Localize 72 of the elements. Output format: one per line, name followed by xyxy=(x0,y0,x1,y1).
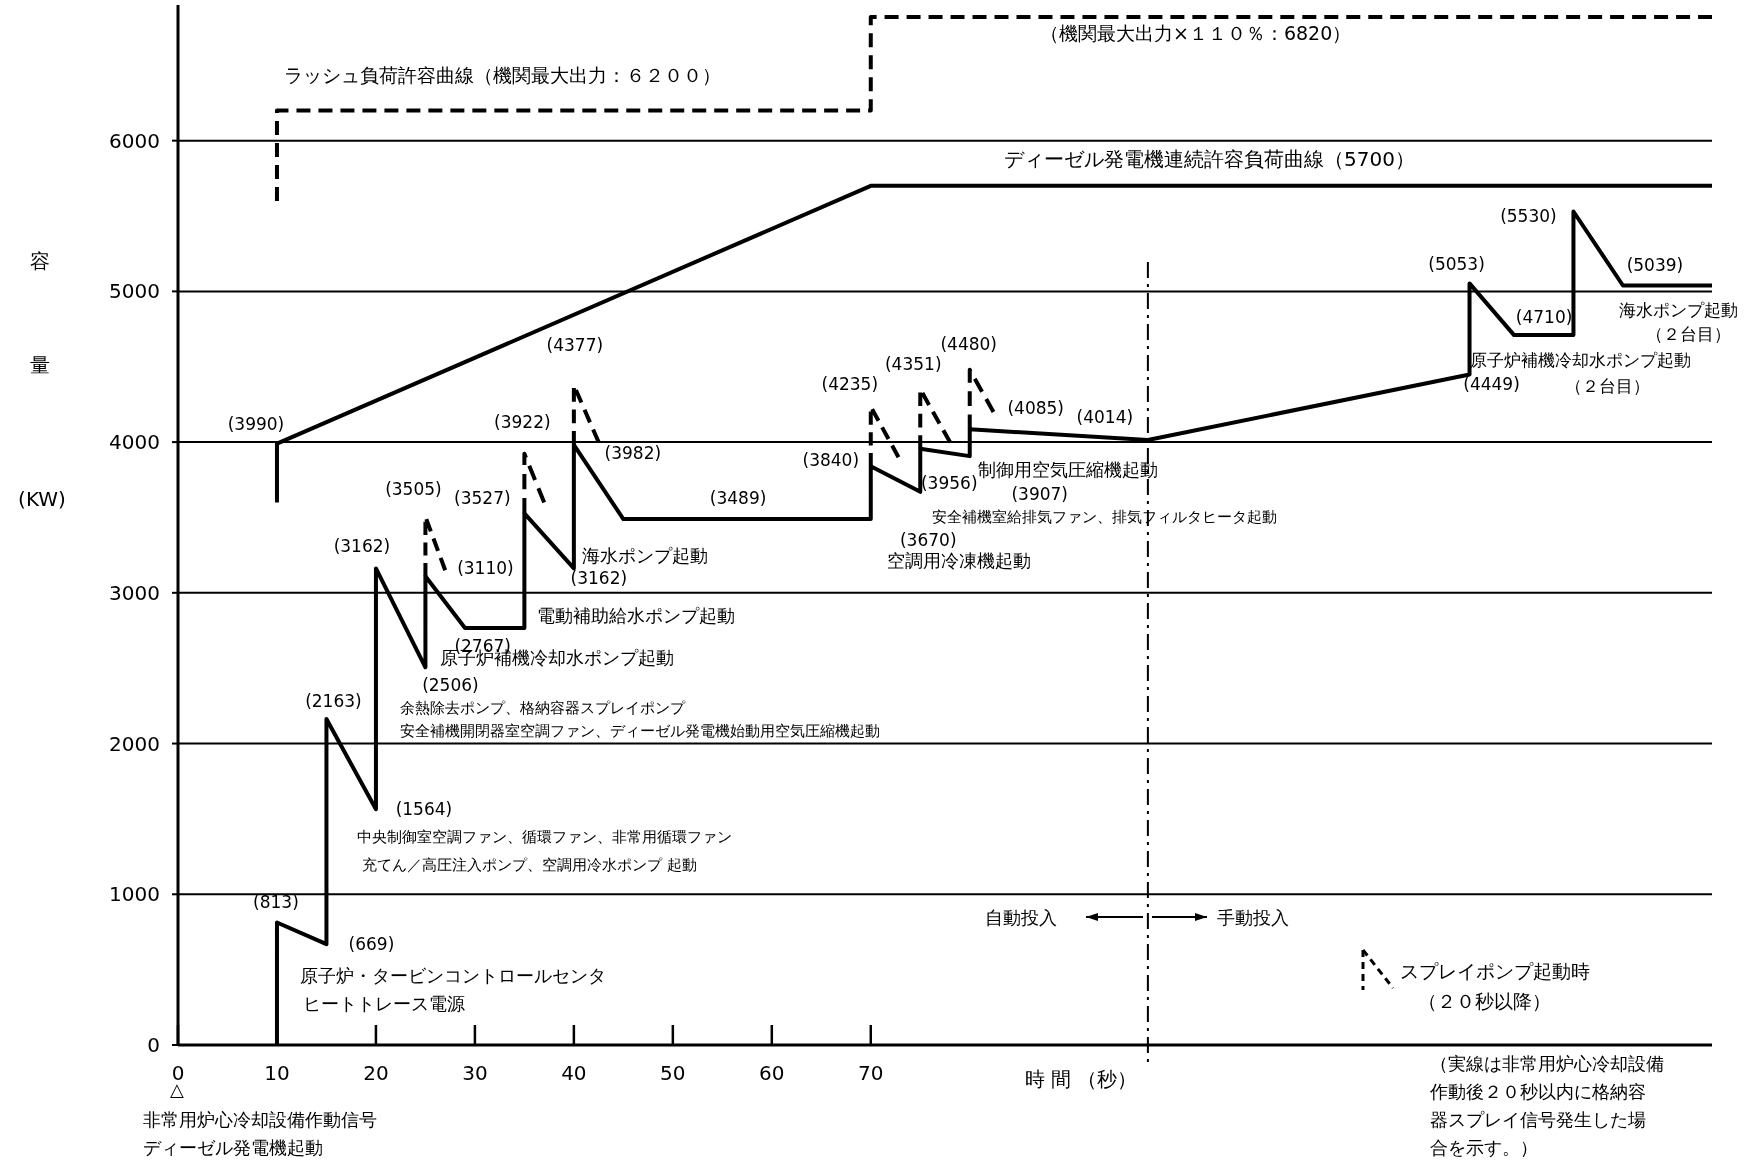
x-tick-label: 50 xyxy=(660,1061,686,1085)
annotation: （２台目） xyxy=(1565,376,1650,396)
annotation: 海水ポンプ起動 xyxy=(1619,300,1738,320)
y-tick-label: 0 xyxy=(147,1033,160,1057)
annotation: ラッシュ負荷許容曲線（機関最大出力：６２００） xyxy=(284,64,721,86)
data-label: (3907) xyxy=(1011,484,1068,505)
data-label: (4351) xyxy=(885,354,942,375)
data-label: (3840) xyxy=(802,450,860,471)
data-label: (5530) xyxy=(1500,206,1557,227)
data-label: (3990) xyxy=(227,413,285,434)
data-label: (3670) xyxy=(900,529,957,550)
annotation: 原子炉・タービンコントロールセンタ xyxy=(300,965,606,986)
legend-item: スプレイポンプ起動時（２０秒以降） xyxy=(1361,949,1590,1012)
data-label: (3489) xyxy=(709,488,767,509)
data-label: (5053) xyxy=(1428,254,1485,275)
annotation: 海水ポンプ起動 xyxy=(582,545,708,566)
data-label: (4014) xyxy=(1076,407,1134,427)
data-label: (3505) xyxy=(385,478,442,499)
data-label: (669) xyxy=(348,934,395,955)
data-label: (3982) xyxy=(604,442,662,463)
y-tick-label: 5000 xyxy=(109,279,160,304)
data-label: (2163) xyxy=(305,691,362,711)
data-label: (4710) xyxy=(1515,307,1573,328)
x-tick-label: 70 xyxy=(858,1061,884,1085)
data-label: (2506) xyxy=(422,675,479,696)
data-label: (3922) xyxy=(494,411,551,432)
annotation: 自動投入 xyxy=(985,907,1057,928)
annotation: 電動補助給水ポンプ起動 xyxy=(537,605,735,626)
x-tick-label: 40 xyxy=(561,1061,587,1085)
annotation: ディーゼル発電機連続許容負荷曲線（5700） xyxy=(1004,147,1415,171)
annotation: 制御用空気圧縮機起動 xyxy=(978,459,1158,480)
data-label: (3162) xyxy=(333,536,391,557)
annotation: （機関最大出力×１１０％：6820） xyxy=(1040,22,1352,44)
y-tick-label: 3000 xyxy=(109,580,160,605)
data-label: (3527) xyxy=(454,488,511,509)
y-tick-label: 6000 xyxy=(109,128,160,153)
annotation: 余熱除去ポンプ、格納容器スプレイポンプ xyxy=(400,699,685,717)
annotation: 手動投入 xyxy=(1217,907,1289,928)
data-label: (3162) xyxy=(570,568,628,589)
text: 容量(KW) xyxy=(18,249,66,511)
annotation: （実線は非常用炉心冷却設備 xyxy=(1430,1053,1664,1074)
annotation: 合を示す。） xyxy=(1430,1137,1538,1158)
annotation: 原子炉補機冷却水ポンプ起動 xyxy=(1470,350,1691,370)
annotation: 器スプレイ信号発生した場 xyxy=(1430,1109,1646,1130)
x-tick-label: 30 xyxy=(462,1061,488,1085)
annotation: 非常用炉心冷却設備作動信号 xyxy=(143,1109,377,1130)
data-label: (4480) xyxy=(940,333,997,354)
data-label: (4449) xyxy=(1463,374,1520,395)
annotation: 安全補機開閉器室空調ファン、ディーゼル発電機始動用空気圧縮機起動 xyxy=(400,722,880,740)
data-label: (3110) xyxy=(457,558,514,579)
annotation: 作動後２０秒以内に格納容 xyxy=(1430,1081,1646,1102)
y-tick-label: 4000 xyxy=(109,430,160,455)
annotation: 空調用冷凍機起動 xyxy=(887,550,1031,571)
data-label: (4085) xyxy=(1007,398,1064,419)
data-label: (813) xyxy=(253,892,299,913)
x-tick-label: 20 xyxy=(363,1061,389,1085)
data-label: (4235) xyxy=(821,373,879,394)
data-label: (3956) xyxy=(921,472,978,493)
x-axis-title: 時 間 （秒） xyxy=(1024,1067,1138,1091)
annotation: 充てん／高圧注入ポンプ、空調用冷水ポンプ 起動 xyxy=(362,856,697,874)
y-tick-label: 2000 xyxy=(109,731,160,756)
data-label: (4377) xyxy=(546,335,604,356)
annotation: ディーゼル発電機起動 xyxy=(143,1137,323,1158)
y-tick-label: 1000 xyxy=(109,882,160,907)
legend-label: スプレイポンプ起動時（２０秒以降） xyxy=(1400,960,1590,1012)
annotation: ヒートトレース電源 xyxy=(303,993,465,1014)
annotation: （２台目） xyxy=(1646,324,1731,344)
data-label: (1564) xyxy=(395,799,453,820)
x-tick-label: 60 xyxy=(759,1061,785,1085)
x-tick-label: 10 xyxy=(264,1061,290,1085)
data-label: (5039) xyxy=(1626,255,1684,276)
annotation: 中央制御室空調ファン、循環ファン、非常用循環ファン xyxy=(357,828,732,846)
